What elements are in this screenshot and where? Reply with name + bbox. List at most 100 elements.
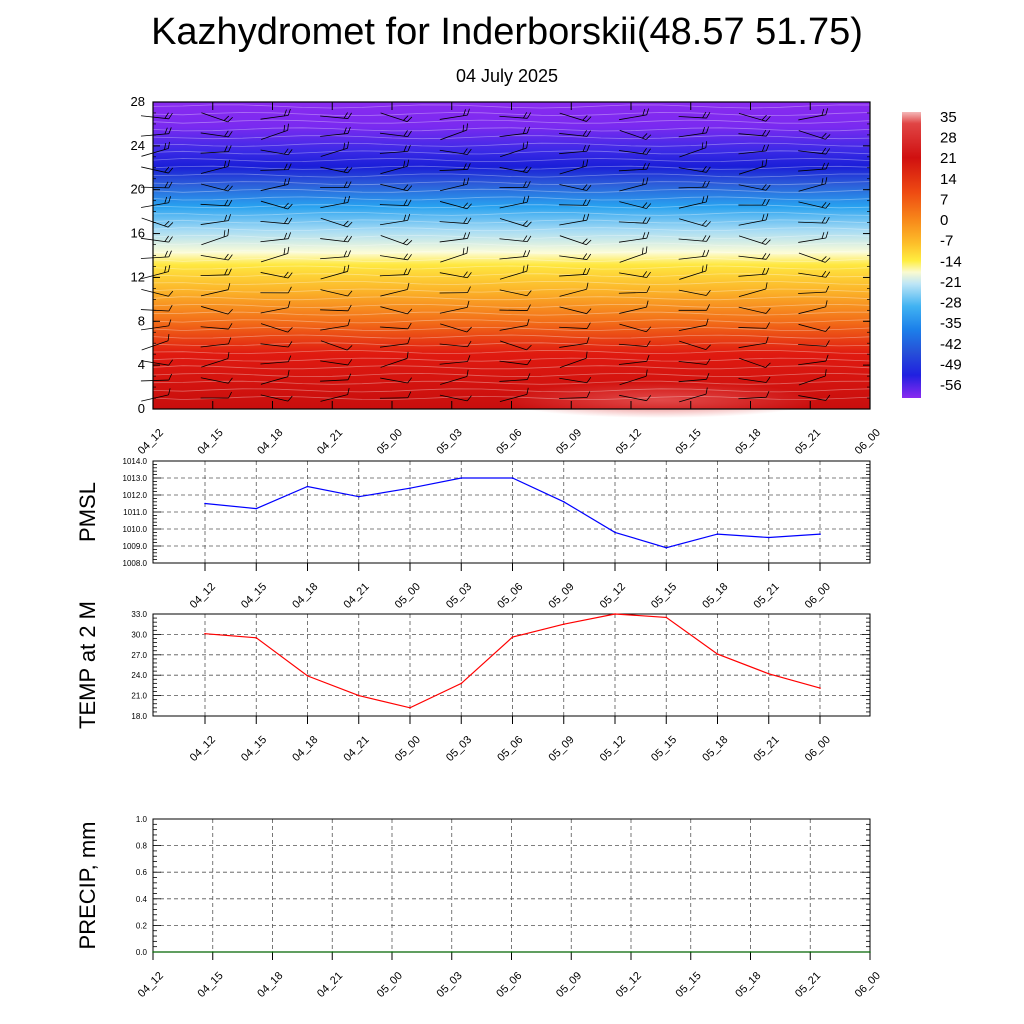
data-point: [665, 616, 668, 619]
wind-barb-shaft: [559, 306, 587, 315]
wind-barb: [559, 184, 592, 191]
temperature-contour: [152, 135, 871, 140]
wind-barb-feather: [586, 253, 592, 260]
height-tick-label: 16: [131, 226, 145, 241]
wind-barb-shaft: [678, 186, 707, 189]
wind-barb: [380, 183, 413, 192]
wind-barb: [499, 218, 532, 228]
wind-barb: [619, 369, 648, 386]
wind-barb-feather: [343, 112, 348, 119]
wind-barb: [141, 265, 171, 280]
wind-barb-shaft: [499, 238, 528, 243]
data-point: [409, 707, 411, 709]
wind-barb-feather: [646, 203, 652, 209]
data-point: [255, 637, 258, 639]
wind-barb-shaft: [320, 360, 349, 366]
data-point: [460, 477, 463, 479]
wind-barb-shaft: [380, 358, 408, 368]
wind-barb-feather: [164, 127, 168, 135]
colorbar-label: 21: [940, 150, 957, 167]
wind-barb-shaft: [499, 360, 528, 366]
wind-barb-shaft: [380, 220, 408, 226]
wind-barb-feather: [705, 387, 708, 395]
wind-barb-shaft: [141, 271, 169, 280]
y-tick-label: 24.0: [131, 671, 147, 680]
x-tick-label: 05_03: [444, 734, 474, 764]
colorbar-label: 7: [940, 191, 948, 208]
wind-barb-feather: [761, 253, 767, 260]
wind-barb-feather: [466, 300, 470, 308]
time-tick-label: 06_00: [853, 427, 883, 457]
wind-barb-feather: [283, 248, 286, 255]
wind-barb-feather: [228, 391, 232, 399]
wind-barb-feather: [762, 198, 766, 206]
wind-barb-feather: [522, 127, 526, 134]
wind-barb: [679, 264, 708, 280]
time-tick-label: 05_15: [674, 427, 704, 457]
wind-barb-feather: [766, 390, 770, 398]
wind-barb-feather: [467, 163, 471, 170]
wind-barb: [499, 373, 531, 382]
wind-barb-shaft: [559, 150, 588, 155]
wind-barb: [738, 198, 770, 206]
wind-barb-feather: [705, 318, 709, 326]
wind-barb: [380, 112, 413, 123]
wind-barb-feather: [287, 370, 290, 377]
wind-barb-feather: [403, 199, 408, 206]
wind-barb-shaft: [141, 288, 169, 297]
wind-barb-feather: [821, 232, 825, 239]
wind-barb-feather: [706, 166, 711, 173]
wind-barb: [379, 199, 412, 207]
wind-barb-feather: [646, 286, 651, 293]
wind-barb-shaft: [200, 377, 229, 384]
temperature-contour: [152, 227, 871, 232]
y-tick-label: 0.8: [136, 842, 148, 851]
wind-barb-feather: [523, 235, 528, 242]
wind-barb: [320, 304, 352, 312]
wind-barb-shaft: [499, 270, 527, 280]
wind-barb-shaft: [260, 343, 289, 348]
wind-barb: [738, 376, 771, 383]
y-tick-label: 1012.0: [123, 491, 148, 500]
wind-barb-feather: [347, 290, 353, 297]
wind-barb-shaft: [559, 273, 588, 277]
wind-barb: [738, 183, 771, 191]
wind-barb-feather: [347, 112, 352, 119]
wind-barb: [500, 340, 532, 351]
wind-barb-shaft: [678, 360, 707, 365]
wind-barb-feather: [227, 283, 231, 290]
wind-barb: [619, 271, 651, 278]
wind-barb-feather: [702, 250, 706, 257]
y-tick-label: 0.6: [136, 868, 148, 877]
wind-barb: [320, 141, 349, 157]
colorbar-label: 14: [940, 171, 957, 188]
wind-barb: [440, 323, 472, 333]
wind-barb-feather: [168, 250, 172, 258]
wind-barb-shaft: [380, 235, 408, 246]
height-tick-label: 8: [138, 313, 145, 328]
wind-barb-shaft: [499, 289, 528, 297]
data-point: [665, 546, 668, 549]
wind-barb-shaft: [200, 183, 229, 192]
wind-barb: [261, 123, 289, 140]
x-tick-label: 05_12: [598, 581, 628, 611]
wind-barb-feather: [642, 133, 648, 139]
wind-barb-feather: [642, 202, 648, 208]
wind-barb: [738, 144, 770, 155]
wind-barb-feather: [167, 222, 174, 228]
wind-barb-shaft: [439, 272, 468, 279]
wind-barb-feather: [705, 264, 708, 272]
wind-barb: [320, 166, 353, 174]
wind-barb-shaft: [201, 358, 229, 368]
wind-barb-shaft: [261, 129, 288, 140]
wind-barb: [320, 181, 352, 188]
colorbar-label: 35: [940, 109, 957, 126]
time-tick-label: 04_12: [136, 427, 166, 457]
wind-barb-feather: [343, 166, 349, 173]
x-tick-label: 05_12: [598, 734, 628, 764]
wind-barb: [678, 249, 710, 260]
temperature-contour: [152, 234, 871, 239]
wind-barb-shaft: [678, 167, 707, 173]
colorbar-label: -7: [940, 233, 953, 250]
wind-barb-feather: [766, 322, 770, 329]
